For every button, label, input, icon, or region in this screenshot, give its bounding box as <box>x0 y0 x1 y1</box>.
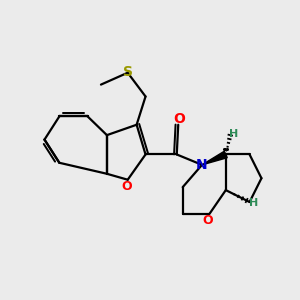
Text: H: H <box>248 199 258 208</box>
Text: O: O <box>121 180 131 193</box>
Text: O: O <box>173 112 185 126</box>
Text: N: N <box>196 158 208 172</box>
Text: S: S <box>123 65 133 79</box>
Text: O: O <box>202 214 213 227</box>
Polygon shape <box>202 151 227 165</box>
Text: H: H <box>229 129 239 139</box>
